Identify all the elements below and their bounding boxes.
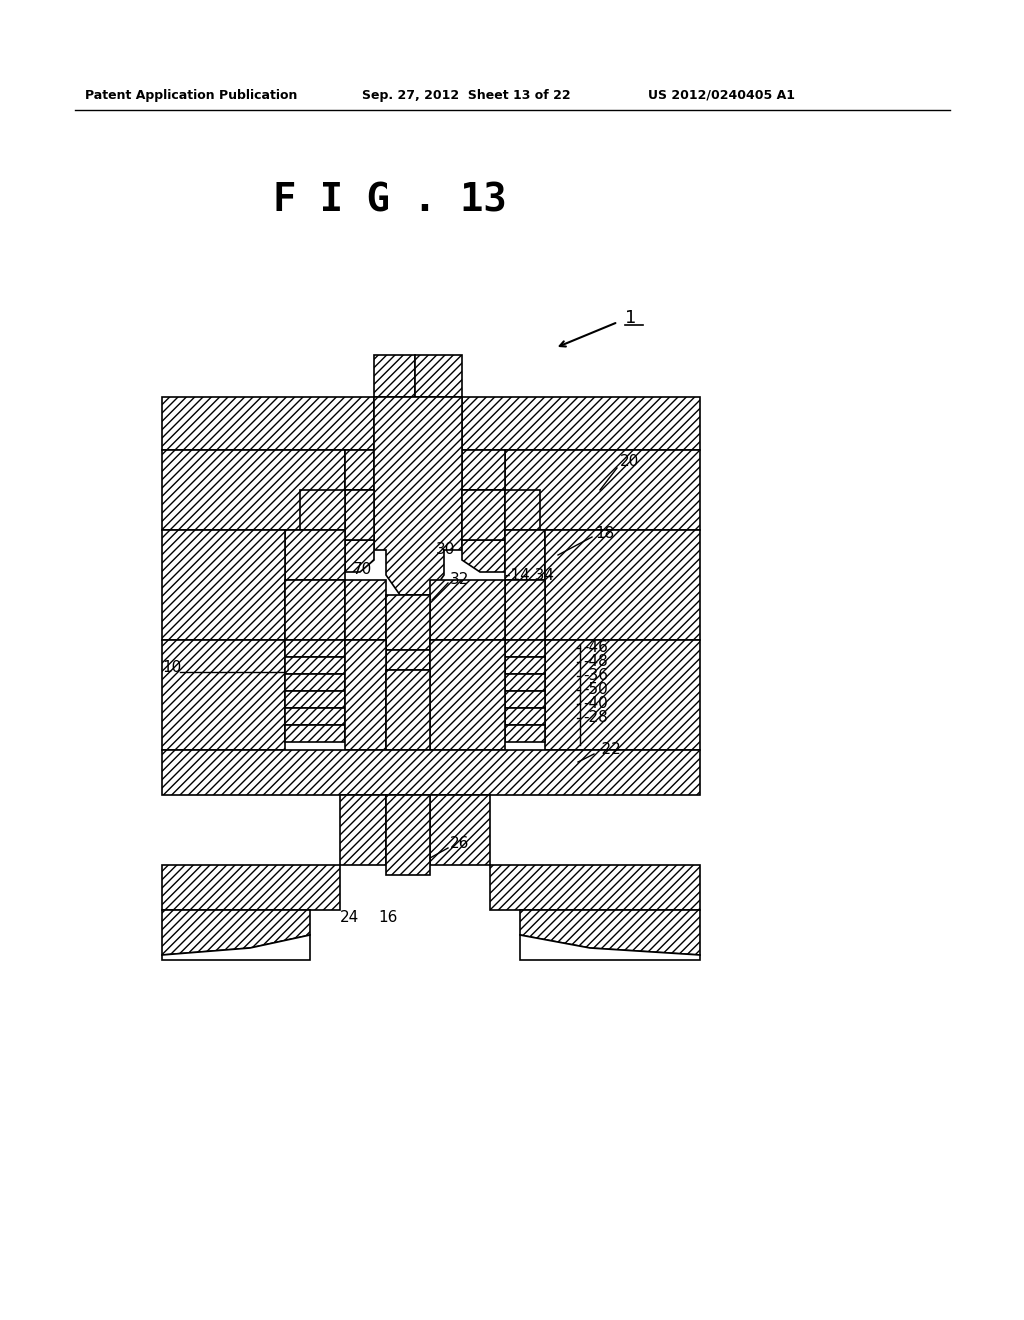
Text: 26: 26	[450, 836, 469, 850]
Polygon shape	[386, 595, 430, 649]
Text: 24: 24	[340, 909, 359, 924]
Polygon shape	[285, 657, 345, 675]
Polygon shape	[162, 865, 340, 909]
Polygon shape	[505, 675, 545, 690]
Text: US 2012/0240405 A1: US 2012/0240405 A1	[648, 88, 795, 102]
Polygon shape	[162, 397, 374, 450]
Polygon shape	[285, 690, 345, 708]
Polygon shape	[520, 935, 700, 960]
Polygon shape	[520, 909, 700, 954]
Polygon shape	[340, 795, 386, 865]
Text: F I G . 13: F I G . 13	[273, 181, 507, 219]
Polygon shape	[415, 355, 462, 397]
Polygon shape	[430, 579, 505, 640]
Polygon shape	[345, 540, 374, 572]
Polygon shape	[430, 795, 490, 865]
Text: -46: -46	[583, 640, 608, 656]
Text: -40: -40	[583, 697, 608, 711]
Polygon shape	[162, 531, 285, 640]
Polygon shape	[345, 640, 386, 750]
Polygon shape	[162, 909, 310, 954]
Text: 10: 10	[162, 660, 181, 676]
Polygon shape	[505, 725, 545, 742]
Polygon shape	[505, 690, 545, 708]
Polygon shape	[386, 671, 430, 750]
Polygon shape	[505, 640, 545, 657]
Text: Sep. 27, 2012  Sheet 13 of 22: Sep. 27, 2012 Sheet 13 of 22	[362, 88, 570, 102]
Polygon shape	[386, 649, 430, 671]
Polygon shape	[285, 531, 345, 579]
Text: 16: 16	[378, 909, 397, 924]
Text: Patent Application Publication: Patent Application Publication	[85, 88, 297, 102]
Text: -50: -50	[583, 682, 608, 697]
Text: -28: -28	[583, 710, 608, 726]
Text: 30: 30	[436, 543, 456, 557]
Polygon shape	[285, 579, 345, 640]
Polygon shape	[462, 490, 505, 540]
Polygon shape	[545, 640, 700, 750]
Polygon shape	[505, 657, 545, 675]
Polygon shape	[490, 865, 700, 909]
Polygon shape	[300, 490, 345, 531]
Polygon shape	[462, 450, 505, 490]
Polygon shape	[345, 579, 386, 640]
Polygon shape	[505, 708, 545, 725]
Polygon shape	[462, 397, 700, 450]
Polygon shape	[285, 708, 345, 725]
Text: -14 34: -14 34	[505, 568, 554, 582]
Polygon shape	[462, 540, 505, 572]
Polygon shape	[285, 675, 345, 690]
Polygon shape	[374, 355, 415, 397]
Polygon shape	[374, 397, 462, 595]
Polygon shape	[430, 640, 505, 671]
Polygon shape	[430, 640, 505, 750]
Text: 32: 32	[450, 573, 469, 587]
Polygon shape	[162, 450, 345, 531]
Text: -48: -48	[583, 655, 608, 669]
Polygon shape	[505, 531, 545, 579]
Polygon shape	[345, 640, 386, 671]
Text: 70: 70	[353, 562, 373, 578]
Text: 1: 1	[625, 309, 636, 327]
Polygon shape	[162, 750, 700, 795]
Polygon shape	[285, 640, 345, 657]
Text: 18: 18	[595, 525, 614, 540]
Text: -36: -36	[583, 668, 608, 684]
Polygon shape	[407, 595, 430, 649]
Polygon shape	[386, 795, 430, 875]
Polygon shape	[345, 490, 374, 540]
Polygon shape	[162, 640, 285, 750]
Polygon shape	[345, 450, 374, 490]
Polygon shape	[462, 490, 505, 540]
Polygon shape	[345, 490, 374, 540]
Polygon shape	[545, 531, 700, 640]
Polygon shape	[505, 450, 700, 531]
Polygon shape	[505, 579, 545, 640]
Text: -22: -22	[596, 742, 621, 758]
Text: 20: 20	[620, 454, 639, 470]
Polygon shape	[505, 490, 540, 531]
Polygon shape	[285, 725, 345, 742]
Polygon shape	[162, 935, 310, 960]
